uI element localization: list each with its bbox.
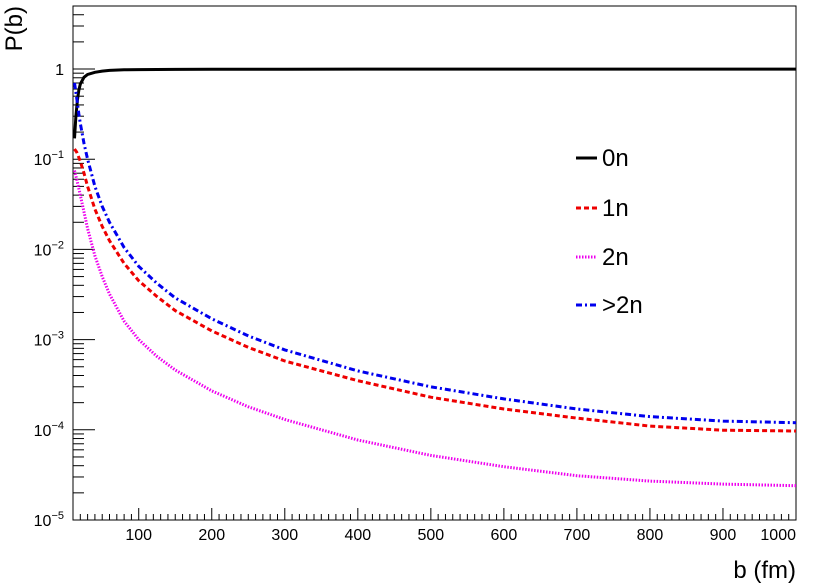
series-line — [73, 82, 796, 425]
series-line — [73, 148, 796, 433]
x-tick-label: 500 — [417, 527, 444, 544]
legend-label: 1n — [602, 195, 629, 222]
y-tick-label: 10−2 — [34, 239, 64, 259]
x-axis-ticks: 100 200 300 400 500 600 700 800 900 1000 — [72, 508, 797, 544]
legend-label: >2n — [602, 292, 643, 319]
y-axis-ticks: 1 10−1 10−2 10−3 10−4 10−5 — [34, 5, 95, 530]
series-layer — [73, 67, 796, 488]
x-tick-label: 200 — [198, 527, 225, 544]
x-tick-label: 900 — [710, 527, 737, 544]
x-tick-label: 1000 — [760, 527, 796, 544]
x-tick-label: 600 — [491, 527, 518, 544]
legend: 0n 1n 2n >2n — [576, 145, 643, 319]
legend-label: 2n — [602, 244, 629, 271]
plot-frame — [72, 5, 797, 521]
x-tick-label: 700 — [564, 527, 591, 544]
series-line — [73, 67, 796, 139]
y-tick-label: 1 — [55, 62, 64, 79]
legend-label: 0n — [602, 145, 629, 172]
x-tick-label: 400 — [344, 527, 371, 544]
y-tick-label: 10−3 — [34, 330, 64, 350]
y-tick-label: 10−4 — [34, 420, 64, 440]
y-axis-title: P(b) — [1, 6, 28, 51]
x-tick-label: 300 — [271, 527, 298, 544]
x-tick-label: 100 — [125, 527, 152, 544]
x-axis-title: b (fm) — [733, 557, 796, 584]
y-tick-label: 10−5 — [34, 510, 64, 530]
y-tick-label: 10−1 — [34, 149, 64, 169]
x-tick-label: 800 — [637, 527, 664, 544]
series-line — [73, 170, 796, 488]
